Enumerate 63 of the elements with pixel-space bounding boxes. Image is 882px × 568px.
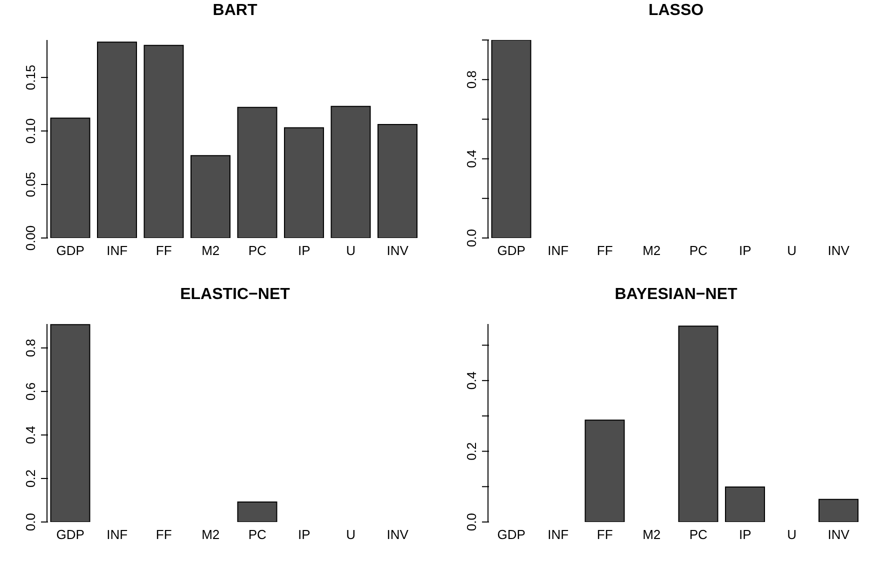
x-tick-label: INF: [548, 527, 569, 542]
x-tick-label: IP: [738, 527, 752, 542]
x-tick-label: INV: [386, 243, 409, 258]
x-tick-label: U: [346, 527, 356, 542]
x-tick-label: FF: [596, 243, 613, 258]
bar: [584, 420, 625, 522]
bar: [96, 42, 137, 238]
x-tick-label: IP: [298, 527, 310, 542]
x-tick-label: GDP: [56, 243, 84, 258]
y-tick-label: 0.6: [23, 382, 38, 400]
y-tick-label: 0.15: [23, 64, 38, 90]
x-tick-label: INF: [548, 243, 569, 258]
y-tick-label: 0.00: [23, 225, 38, 251]
x-tick-label: FF: [156, 243, 172, 258]
x-tick-label: U: [787, 527, 797, 542]
bar: [50, 118, 90, 238]
y-tick-label: 0.0: [464, 512, 479, 532]
x-tick-label: GDP: [56, 527, 84, 542]
x-tick-label: PC: [248, 243, 266, 258]
y-tick-label: 0.8: [23, 338, 38, 357]
x-tick-label: M2: [202, 243, 220, 258]
bar: [330, 106, 371, 238]
y-tick-label: 0.10: [23, 118, 38, 144]
y-tick-label: 0.4: [23, 426, 38, 444]
x-tick-label: M2: [202, 527, 220, 542]
x-tick-label: GDP: [497, 527, 526, 542]
bar: [144, 44, 184, 238]
y-tick-label: 0.4: [464, 150, 479, 168]
y-tick-label: 0.05: [23, 172, 38, 198]
x-tick-label: FF: [596, 527, 613, 542]
bar: [237, 106, 278, 238]
bar: [818, 498, 858, 522]
y-tick-label: 0.0: [464, 228, 479, 248]
x-tick-label: INV: [828, 243, 850, 258]
x-tick-label: U: [787, 243, 797, 258]
x-tick-label: FF: [156, 527, 172, 542]
chart-title: BAYESIAN−NET: [614, 286, 738, 304]
y-tick-label: 0.4: [464, 372, 479, 390]
x-tick-label: INF: [106, 527, 128, 542]
x-tick-label: INV: [828, 527, 850, 542]
x-tick-label: U: [346, 243, 356, 258]
chart-title: BART: [212, 2, 258, 20]
y-tick-label: 0.0: [23, 512, 38, 532]
bar: [190, 155, 230, 238]
x-tick-label: M2: [642, 243, 661, 258]
chart-title: ELASTIC−NET: [179, 286, 291, 304]
bar: [284, 127, 324, 238]
bar: [678, 326, 718, 522]
bar: [377, 124, 418, 238]
x-tick-label: IP: [738, 243, 752, 258]
x-tick-label: PC: [248, 527, 266, 542]
y-tick-label: 0.2: [23, 469, 38, 488]
y-tick-label: 0.8: [464, 70, 479, 89]
x-tick-label: GDP: [497, 243, 526, 258]
x-tick-label: PC: [689, 527, 708, 542]
bar: [724, 486, 765, 522]
y-tick-label: 0.2: [464, 442, 479, 460]
x-tick-label: INV: [386, 527, 409, 542]
x-tick-label: IP: [298, 243, 310, 258]
x-tick-label: INF: [106, 243, 128, 258]
x-tick-label: M2: [642, 527, 661, 542]
x-tick-label: PC: [689, 243, 708, 258]
chart-title: LASSO: [647, 2, 705, 20]
